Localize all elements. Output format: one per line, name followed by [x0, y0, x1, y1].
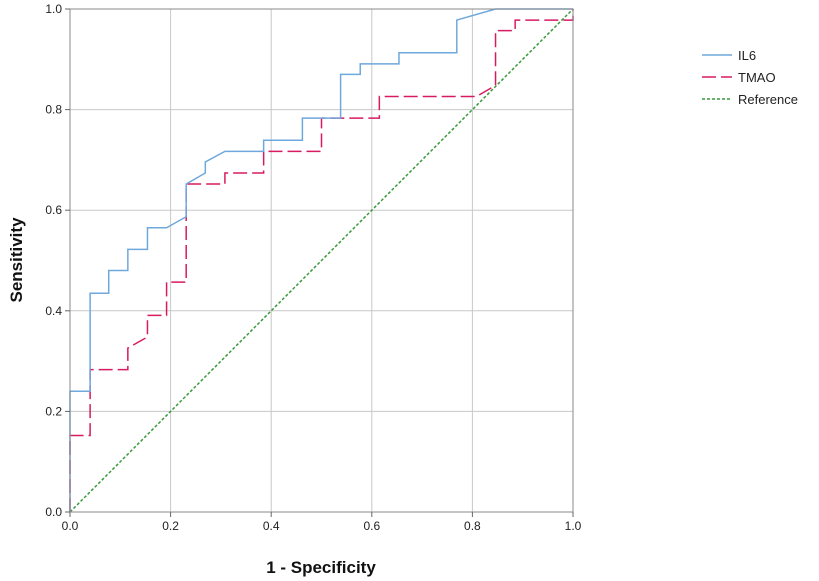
y-tick-label: 0.8 [45, 103, 62, 117]
x-tick-label: 0.2 [162, 519, 179, 533]
series-line-tmao [69, 9, 574, 512]
x-tick-label: 0.6 [363, 519, 380, 533]
series-group [69, 8, 574, 513]
x-axis-label: 1 - Specificity [266, 558, 376, 577]
legend: IL6 TMAO Reference [702, 48, 798, 107]
legend-label-il6: IL6 [738, 48, 756, 63]
series-line-reference [69, 8, 574, 513]
legend-label-reference: Reference [738, 92, 798, 107]
y-tick-label: 0.0 [45, 505, 62, 519]
plot-frame [69, 8, 574, 513]
y-axis-label: Sensitivity [7, 217, 26, 303]
tick-labels: 0.0 0.2 0.4 0.6 0.8 1.0 0.0 0.2 0.4 0.6 0.8 1.0 [45, 2, 581, 533]
y-tick-label: 0.6 [45, 203, 62, 217]
x-tick-label: 0.0 [62, 519, 79, 533]
x-tick-label: 1.0 [565, 519, 582, 533]
x-tick-label: 0.8 [464, 519, 481, 533]
y-tick-label: 0.2 [45, 404, 62, 418]
x-tick-label: 0.4 [263, 519, 280, 533]
grid [69, 8, 574, 513]
series-line-il6 [69, 8, 573, 512]
y-tick-label: 0.4 [45, 304, 62, 318]
y-tick-label: 1.0 [45, 2, 62, 16]
legend-label-tmao: TMAO [738, 70, 776, 85]
